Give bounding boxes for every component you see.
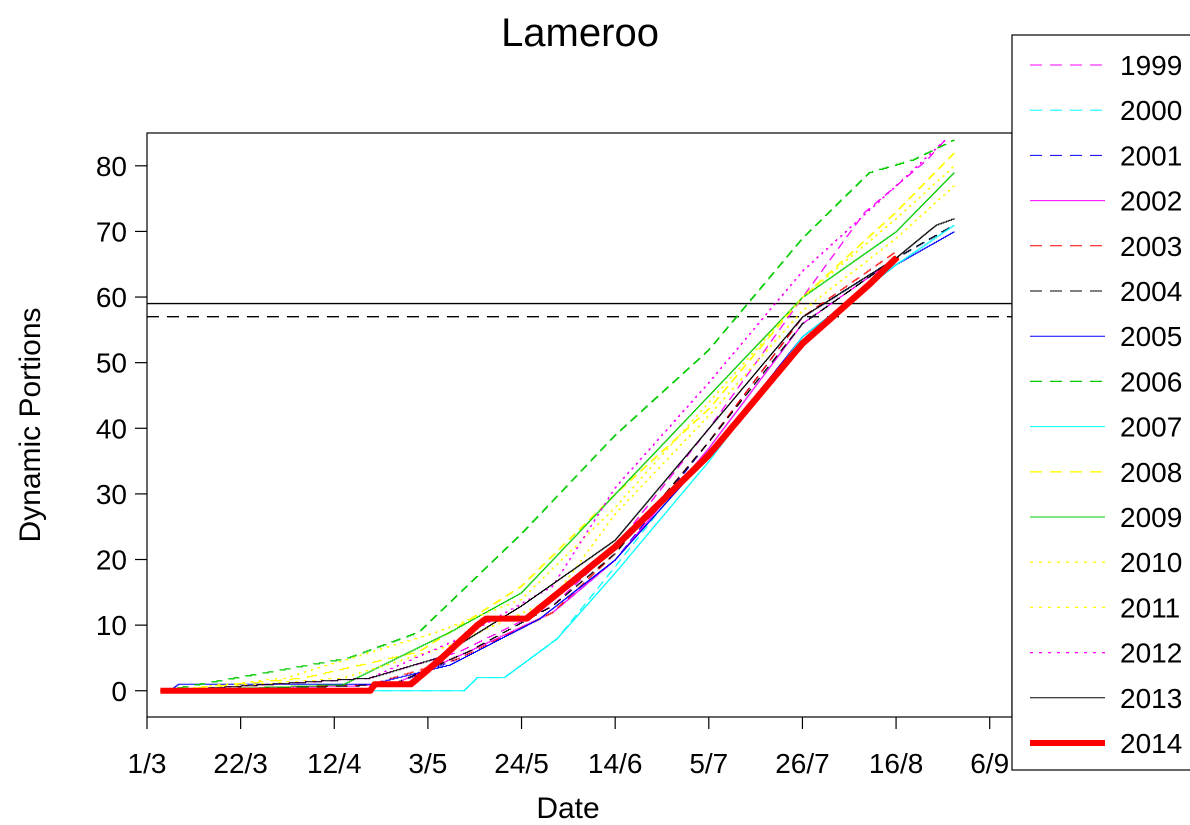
x-tick-label: 26/7 bbox=[775, 748, 830, 779]
x-tick-label: 14/6 bbox=[588, 748, 643, 779]
legend-label-2013: 2013 bbox=[1120, 683, 1182, 714]
x-axis-label: Date bbox=[536, 792, 599, 825]
x-tick-label: 1/3 bbox=[128, 748, 167, 779]
y-tick-label: 70 bbox=[96, 216, 127, 247]
legend-label-1999: 1999 bbox=[1120, 50, 1182, 81]
x-tick-label: 6/9 bbox=[970, 748, 1009, 779]
legend-label-2000: 2000 bbox=[1120, 95, 1182, 126]
legend-label-2008: 2008 bbox=[1120, 457, 1182, 488]
y-tick-label: 60 bbox=[96, 282, 127, 313]
x-axis: 1/3 22/3 12/4 3/5 24/5 14/6 5/7 26/7 16/8 6/9 bbox=[128, 717, 1009, 779]
reference-lines bbox=[147, 302, 1012, 318]
legend-label-2010: 2010 bbox=[1120, 547, 1182, 578]
legend-label-2009: 2009 bbox=[1120, 502, 1182, 533]
y-tick-label: 50 bbox=[96, 348, 127, 379]
legend: 1999 2000 2001 2002 2003 2004 2005 2006 2007 2008… bbox=[1011, 34, 1190, 771]
legend-label-2003: 2003 bbox=[1120, 231, 1182, 262]
series-line-2011 bbox=[160, 165, 955, 692]
legend-box bbox=[1011, 34, 1190, 771]
y-tick-label: 0 bbox=[111, 676, 127, 707]
x-tick-label: 16/8 bbox=[869, 748, 924, 779]
legend-label-2014: 2014 bbox=[1120, 728, 1182, 759]
series-line-2006 bbox=[160, 139, 955, 692]
legend-label-2012: 2012 bbox=[1120, 638, 1182, 669]
legend-label-2011: 2011 bbox=[1120, 592, 1180, 623]
series-line-2008 bbox=[160, 152, 955, 692]
legend-label-2001: 2001 bbox=[1120, 140, 1182, 171]
y-tick-label: 80 bbox=[96, 151, 127, 182]
series-group bbox=[160, 139, 955, 694]
y-tick-label: 30 bbox=[96, 479, 127, 510]
x-tick-label: 22/3 bbox=[213, 748, 268, 779]
series-line-2012 bbox=[160, 139, 946, 692]
y-axis: 0 10 20 30 40 50 60 70 80 bbox=[96, 151, 147, 707]
legend-label-2006: 2006 bbox=[1120, 366, 1182, 397]
series-line-2004 bbox=[160, 224, 955, 692]
legend-label-2007: 2007 bbox=[1120, 412, 1182, 443]
y-tick-label: 10 bbox=[96, 610, 127, 641]
legend-label-2005: 2005 bbox=[1120, 321, 1182, 352]
legend-label-2002: 2002 bbox=[1120, 186, 1182, 217]
legend-entries: 1999 2000 2001 2002 2003 2004 2005 2006 2007 2008… bbox=[1030, 50, 1182, 759]
series-line-2002 bbox=[160, 257, 897, 692]
series-line-2013 bbox=[160, 218, 955, 692]
legend-label-2004: 2004 bbox=[1120, 276, 1182, 307]
y-tick-label: 40 bbox=[96, 413, 127, 444]
chart-title: Lameroo bbox=[501, 11, 659, 55]
series-line-2014 bbox=[160, 255, 900, 694]
y-tick-label: 20 bbox=[96, 545, 127, 576]
x-tick-label: 12/4 bbox=[307, 748, 362, 779]
plot-frame bbox=[146, 132, 1013, 718]
x-tick-label: 3/5 bbox=[408, 748, 447, 779]
x-tick-label: 24/5 bbox=[494, 748, 549, 779]
y-axis-label: Dynamic Portions bbox=[14, 307, 47, 542]
series-line-2009 bbox=[160, 172, 955, 692]
x-tick-label: 5/7 bbox=[689, 748, 728, 779]
series-line-2010 bbox=[160, 185, 955, 692]
